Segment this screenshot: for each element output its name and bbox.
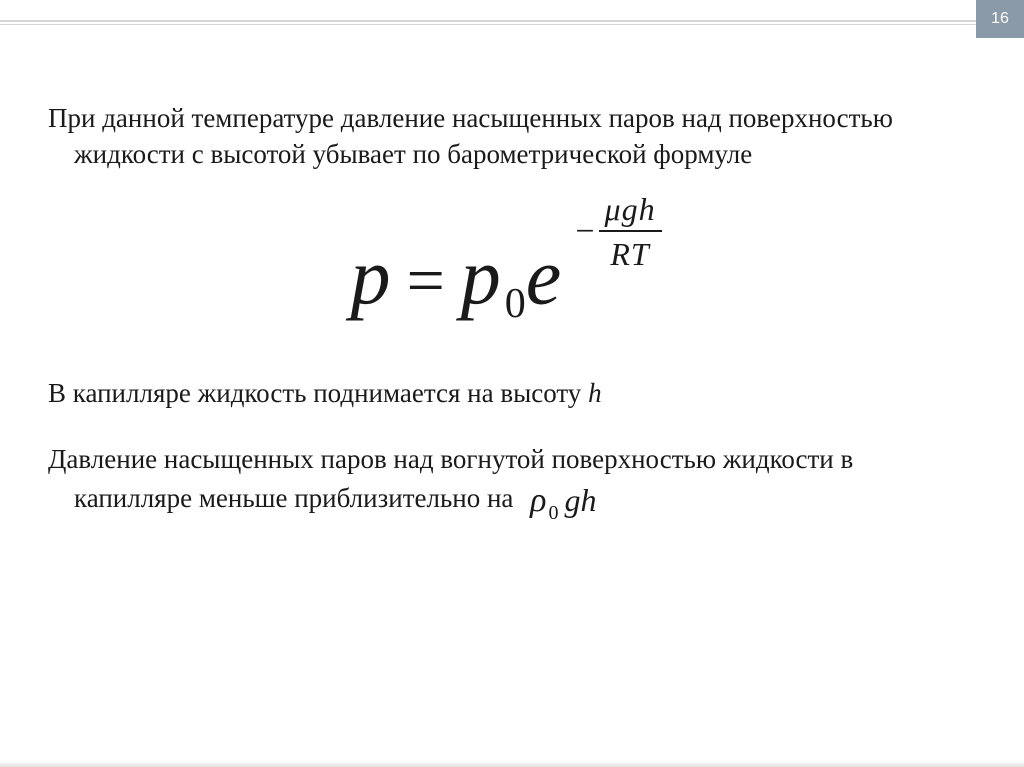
formula-lhs: p (350, 233, 392, 321)
header-bar: 16 (0, 0, 1024, 38)
formula-exp-numerator: μgh (599, 191, 662, 232)
formula-rhs-sub: 0 (503, 281, 526, 327)
formula-rhs-e: e (526, 233, 564, 321)
formula-barometric: p = p0e − μgh RT (48, 191, 964, 351)
paragraph-3-text: Давление насыщенных паров над вогнутой п… (48, 444, 853, 512)
formula-rhs-p: p (461, 233, 503, 321)
inline-sub0: 0 (546, 502, 564, 524)
slide-shadow (0, 761, 1024, 767)
formula-inline-rho-gh: ρ0gh (520, 482, 596, 518)
formula-exp-sign: − (575, 213, 594, 251)
paragraph-2-var-h: h (588, 378, 602, 408)
inline-gh: gh (564, 482, 596, 518)
page-number: 16 (991, 10, 1009, 28)
paragraph-2-text: В капилляре жидкость поднимается на высо… (48, 378, 588, 408)
formula-exponent: − μgh RT (575, 191, 661, 273)
paragraph-1: При данной температуре давление насыщенн… (48, 100, 964, 173)
paragraph-2: В капилляре жидкость поднимается на высо… (48, 375, 964, 411)
formula-eq: = (396, 242, 456, 318)
page-number-badge: 16 (976, 0, 1024, 38)
formula-exp-fraction: μgh RT (599, 191, 662, 273)
formula-exp-denominator: RT (599, 232, 662, 273)
paragraph-3: Давление насыщенных паров над вогнутой п… (48, 441, 964, 526)
inline-rho: ρ (530, 482, 546, 519)
slide: 16 При данной температуре давление насыщ… (0, 0, 1024, 767)
header-rule (0, 0, 976, 38)
content: При данной температуре давление насыщенн… (48, 100, 964, 527)
